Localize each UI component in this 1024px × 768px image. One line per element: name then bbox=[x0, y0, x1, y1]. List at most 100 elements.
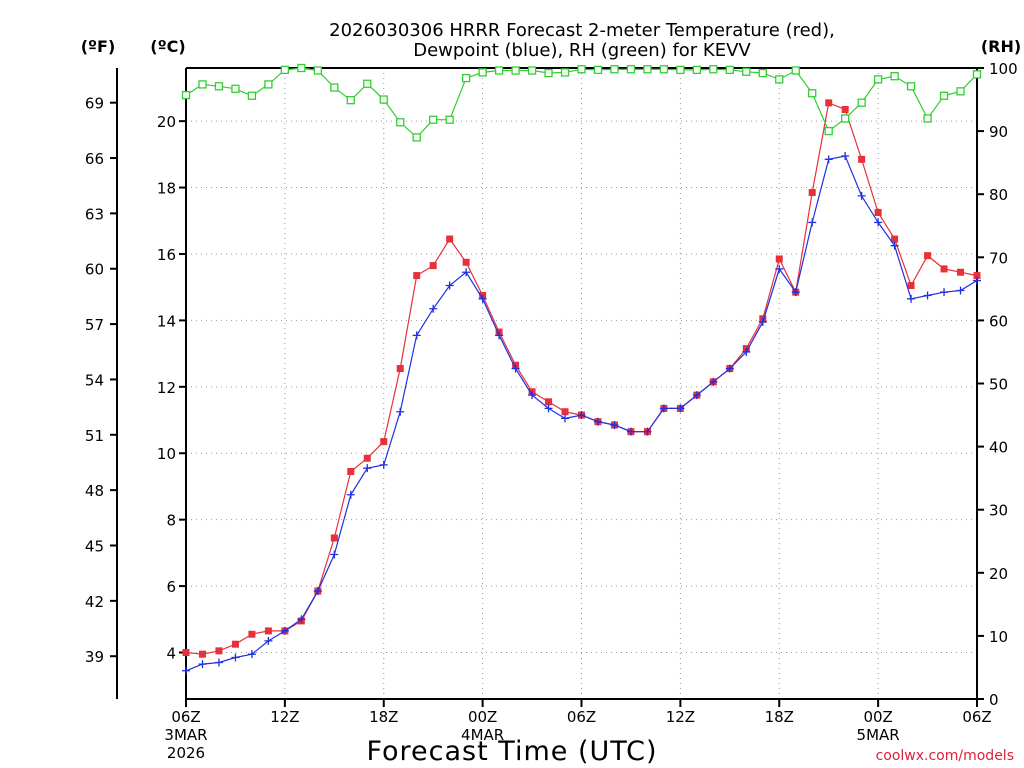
dewpoint-point bbox=[643, 427, 652, 436]
x-date-label: 3MAR bbox=[164, 726, 207, 744]
dewpoint-point bbox=[478, 294, 487, 303]
dewpoint-point bbox=[313, 587, 322, 596]
dewpoint-point bbox=[742, 347, 751, 356]
celsius-unit-label: (ºC) bbox=[150, 37, 185, 56]
dewpoint-point bbox=[528, 391, 537, 400]
temperature-point bbox=[429, 262, 437, 270]
grid-lines bbox=[186, 68, 977, 699]
temperature-point bbox=[446, 235, 454, 243]
rh-tick-label: 60 bbox=[989, 312, 1008, 330]
rh-point bbox=[692, 65, 702, 75]
rh-point bbox=[742, 67, 751, 76]
celsius-tick-label: 4 bbox=[166, 645, 176, 663]
temperature-point bbox=[891, 235, 899, 243]
dewpoint-point bbox=[808, 218, 817, 227]
dewpoint-point bbox=[561, 414, 570, 423]
rh-point bbox=[890, 72, 899, 81]
rh-unit-label: (RH) bbox=[981, 37, 1021, 56]
x-tick-label: 06Z bbox=[171, 708, 200, 726]
rh-point bbox=[841, 114, 850, 123]
temperature-point bbox=[330, 534, 338, 542]
rh-point bbox=[445, 115, 454, 124]
rh-tick-label: 90 bbox=[989, 123, 1008, 141]
fahrenheit-tick-label: 48 bbox=[85, 482, 104, 500]
rh-tick-label: 10 bbox=[989, 628, 1008, 646]
dewpoint-point bbox=[709, 377, 718, 386]
fahrenheit-tick-label: 57 bbox=[85, 316, 104, 334]
dewpoint-point bbox=[182, 666, 190, 675]
temperature-point bbox=[545, 398, 553, 406]
fahrenheit-unit-label: (ºF) bbox=[81, 37, 116, 56]
temperature-point bbox=[198, 650, 206, 658]
dewpoint-point bbox=[495, 331, 504, 340]
temperature-point bbox=[924, 252, 932, 260]
dewpoint-point bbox=[610, 421, 619, 430]
rh-point bbox=[709, 65, 718, 74]
dewpoint-point bbox=[214, 658, 223, 667]
dewpoint-point bbox=[593, 417, 602, 426]
x-tick-label: 18Z bbox=[369, 708, 398, 726]
rh-point bbox=[527, 66, 537, 75]
celsius-tick-label: 6 bbox=[166, 578, 176, 596]
rh-tick-label: 70 bbox=[989, 249, 1008, 267]
x-tick-label: 12Z bbox=[270, 708, 299, 726]
rh-tick-label: 80 bbox=[989, 186, 1008, 204]
fahrenheit-tick-label: 42 bbox=[85, 593, 104, 611]
x-tick-label: 06Z bbox=[962, 708, 991, 726]
temperature-point bbox=[413, 272, 421, 280]
x-tick-label: 18Z bbox=[765, 708, 794, 726]
rh-point bbox=[379, 95, 388, 104]
dewpoint-point bbox=[445, 281, 454, 290]
rh-point bbox=[725, 65, 734, 75]
rh-tick-label: 0 bbox=[989, 691, 999, 709]
rh-point bbox=[461, 73, 471, 83]
x-date-label: 4MAR bbox=[461, 726, 504, 744]
celsius-tick-label: 20 bbox=[157, 113, 176, 131]
rh-tick-label: 100 bbox=[989, 60, 1018, 78]
temperature-point bbox=[825, 99, 833, 107]
rh-point bbox=[906, 82, 916, 91]
dewpoint-point bbox=[544, 404, 553, 413]
dewpoint-point bbox=[626, 427, 635, 436]
rh-point bbox=[346, 96, 355, 105]
rh-point bbox=[330, 83, 339, 92]
rh-point bbox=[610, 65, 619, 74]
temperature-point bbox=[561, 408, 569, 416]
rh-point bbox=[659, 65, 669, 74]
rh-tick-label: 40 bbox=[989, 439, 1008, 457]
celsius-tick-label: 12 bbox=[157, 379, 176, 397]
temperature-point bbox=[182, 649, 190, 657]
dewpoint-point bbox=[511, 364, 520, 373]
dewpoint-point bbox=[824, 155, 833, 164]
temperature-point bbox=[957, 268, 965, 276]
dewpoint-point bbox=[577, 411, 586, 420]
fahrenheit-tick-label: 66 bbox=[85, 150, 104, 168]
rh-point bbox=[577, 65, 586, 74]
rh-tick-label: 30 bbox=[989, 502, 1008, 520]
rh-point bbox=[593, 65, 603, 75]
temperature-point bbox=[841, 106, 849, 114]
fahrenheit-tick-label: 69 bbox=[85, 95, 104, 113]
dewpoint-point bbox=[231, 653, 240, 662]
x-tick-label: 00Z bbox=[468, 708, 497, 726]
rh-tick-label: 20 bbox=[989, 565, 1008, 583]
dewpoint-point bbox=[940, 288, 949, 297]
dewpoint-point bbox=[973, 276, 981, 285]
temperature-point bbox=[775, 255, 783, 263]
dewpoint-point bbox=[907, 294, 916, 303]
rh-point bbox=[396, 118, 405, 127]
temperature-point bbox=[940, 265, 948, 273]
rh-point bbox=[758, 68, 767, 78]
temperature-point bbox=[973, 272, 981, 280]
temperature-point bbox=[462, 258, 470, 266]
temperature-point bbox=[874, 208, 882, 216]
rh-point bbox=[412, 133, 421, 142]
dewpoint-point bbox=[692, 391, 701, 400]
rh-point bbox=[544, 68, 553, 78]
temperature-point bbox=[248, 630, 256, 638]
rh-point bbox=[676, 65, 685, 75]
fahrenheit-tick-label: 63 bbox=[85, 205, 104, 223]
celsius-tick-label: 14 bbox=[157, 312, 176, 330]
rh-point bbox=[775, 75, 784, 84]
temperature-point bbox=[907, 282, 915, 290]
